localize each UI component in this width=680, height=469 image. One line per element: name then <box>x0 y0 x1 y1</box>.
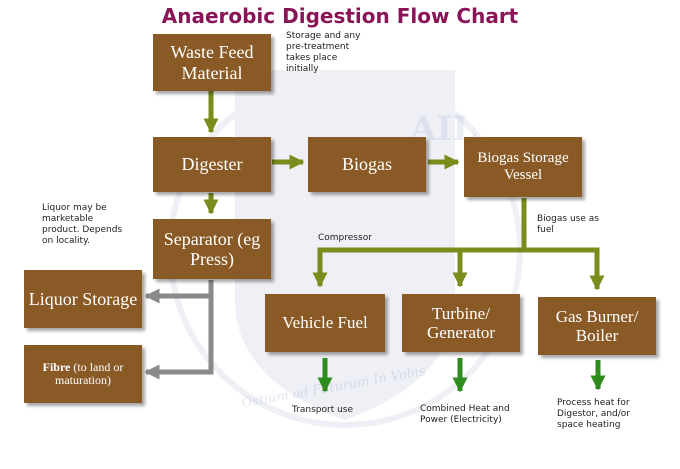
biogas-storage-box: Biogas Storage Vessel <box>464 137 582 197</box>
gas-burner-box: Gas Burner/ Boiler <box>538 297 656 355</box>
fibre-label-rest: (to land or maturation) <box>55 359 124 387</box>
arrow-separator-to-fibre <box>144 296 214 380</box>
turbine-box: Turbine/ Generator <box>402 294 520 352</box>
digester-label: Digester <box>181 154 243 175</box>
chp-note: Combined Heat and Power (Electricity) <box>420 404 510 425</box>
liquor-storage-label: Liquor Storage <box>28 288 138 309</box>
vehicle-fuel-label: Vehicle Fuel <box>282 313 368 333</box>
fibre-label: Fibre (to land or maturation) <box>28 359 138 388</box>
biogas-label: Biogas <box>341 154 392 175</box>
fibre-box: Fibre (to land or maturation) <box>24 345 142 403</box>
waste-feed-box: Waste Feed Material <box>153 34 271 91</box>
compressor-label: Compressor <box>318 233 372 243</box>
liquor-note: Liquor may be marketable product. Depend… <box>42 203 123 246</box>
storage-note: Storage and any pre-treatment takes plac… <box>286 31 361 74</box>
page-title: Anaerobic Digestion Flow Chart <box>161 4 519 28</box>
separator-label: Separator (eg Press) <box>163 228 261 269</box>
fibre-label-bold: Fibre <box>42 359 71 374</box>
liquor-storage-box: Liquor Storage <box>24 270 142 328</box>
waste-feed-label: Waste Feed Material <box>170 42 254 83</box>
arrow-separator-to-liquor <box>144 280 214 304</box>
digester-box: Digester <box>153 137 271 192</box>
biogas-box: Biogas <box>308 137 426 192</box>
turbine-label: Turbine/ Generator <box>427 303 495 342</box>
gas-burner-label: Gas Burner/ Boiler <box>555 306 639 345</box>
process-heat-note: Process heat for Digestor, and/or space … <box>557 398 630 430</box>
separator-box: Separator (eg Press) <box>153 219 271 279</box>
biogas-use-note: Biogas use as fuel <box>537 214 599 235</box>
vehicle-fuel-box: Vehicle Fuel <box>265 294 385 352</box>
arrow-storage-to-gas-burner <box>524 247 605 291</box>
biogas-storage-label: Biogas Storage Vessel <box>477 150 569 183</box>
arrow-storage-to-vehicle-fuel <box>312 198 527 288</box>
transport-note: Transport use <box>292 405 354 415</box>
